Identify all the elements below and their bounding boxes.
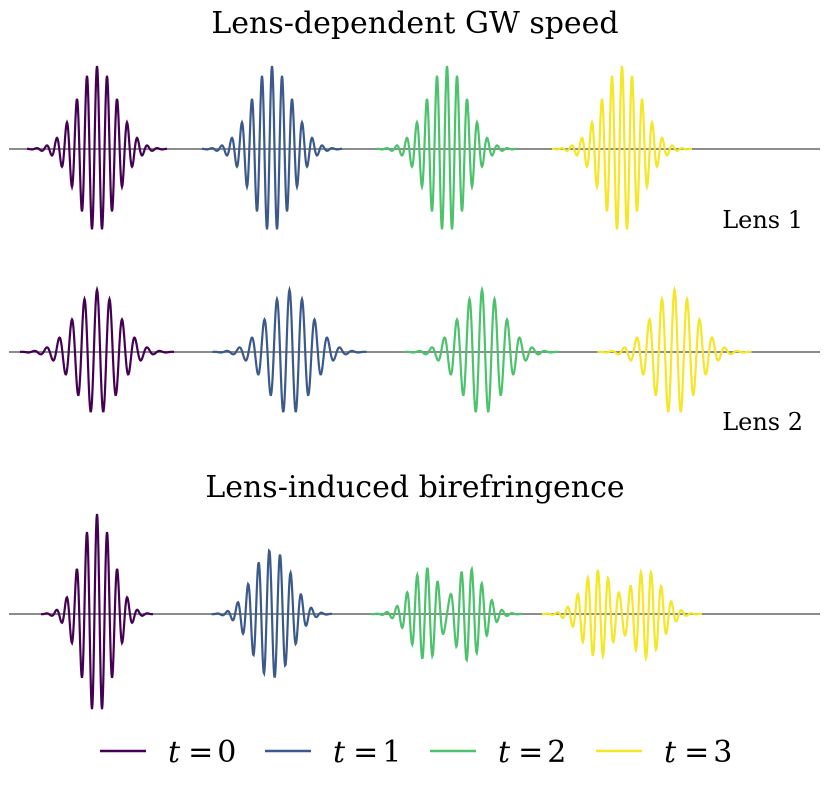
panel-lens-speed-2 <box>9 285 820 413</box>
waveform-t2 <box>377 65 517 230</box>
panel1-title: Lens-dependent GW speed <box>211 6 618 41</box>
waveform-t0 <box>41 513 153 710</box>
waveform-t0 <box>27 65 167 230</box>
legend-label-t2: t = 2 <box>498 735 566 770</box>
waveform-t1 <box>202 65 342 230</box>
waveform-t2 <box>371 565 523 663</box>
lens1-label: Lens 1 <box>722 206 803 234</box>
legend-label-t0: t = 0 <box>168 735 236 770</box>
legend-label-t3: t = 3 <box>664 735 732 770</box>
waveform-t3 <box>597 285 752 413</box>
panel3-title: Lens-induced birefringence <box>205 470 624 505</box>
waveform-t3 <box>541 567 702 662</box>
waveform-t0 <box>20 285 174 413</box>
waveform-t3 <box>552 65 692 230</box>
waveform-t1 <box>212 285 367 413</box>
lens2-label: Lens 2 <box>722 408 803 436</box>
panel-lens-speed-1 <box>9 65 820 230</box>
waveform-t2 <box>405 285 559 413</box>
legend-label-t1: t = 1 <box>333 735 401 770</box>
panel-birefringence <box>9 513 820 710</box>
waveform-t1 <box>211 548 333 678</box>
legend: t = 0 t = 1 t = 2 t = 3 <box>100 735 732 770</box>
